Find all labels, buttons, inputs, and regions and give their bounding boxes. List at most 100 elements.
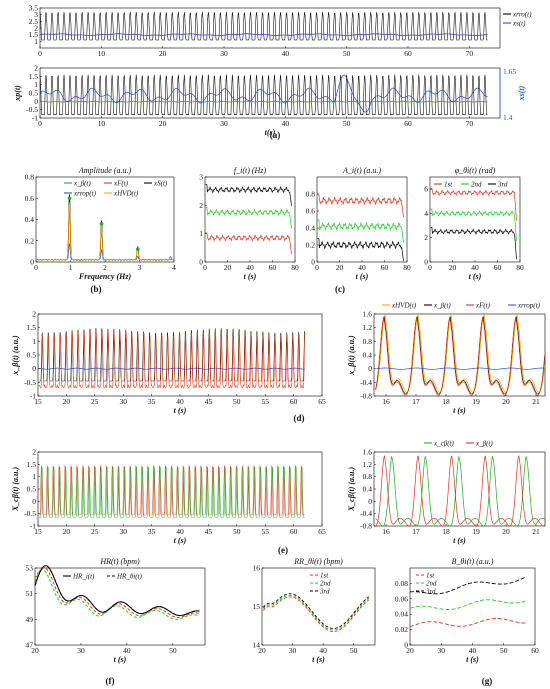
series-1 [35, 198, 175, 261]
x-tick-label: 30 [220, 119, 228, 128]
y-tick-label: -0.5 [26, 105, 38, 114]
x-tick-label: 0 [34, 263, 38, 272]
x-axis-label: t (s) [244, 272, 257, 281]
x-tick-label: 60 [269, 263, 277, 272]
y-tick-label: 0.4 [25, 215, 35, 224]
chart-e1: 15 20 25 30 35 40 45 50 55 60 65 -1 -0.5 0 0.5 1 1.5 2 t (… [11, 448, 326, 546]
y-tick-label: 0 [424, 258, 428, 267]
y-tick-label: 49 [26, 615, 34, 624]
x-axis-label: t (s) [312, 655, 325, 664]
x-axis-label: t (s) [466, 655, 479, 664]
y-axis-label: X_cβ(t) (a.u.) [11, 467, 20, 513]
plot-frame [34, 567, 206, 646]
x-tick-label: 40 [282, 49, 290, 58]
x-tick-label: 30 [119, 397, 127, 406]
y-tick-label: 0.4 [363, 485, 373, 494]
x-tick-label: 1 [69, 263, 73, 272]
plot-frame [429, 176, 521, 263]
right-tick-label: 1.4 [503, 113, 513, 122]
legend-f-1: HR_θi(t) [116, 573, 142, 581]
y-tick-label: 1.5 [27, 323, 37, 332]
y-tick-label: 3 [199, 173, 203, 182]
x-tick-label: 2 [103, 263, 107, 272]
y-tick-label: 0 [32, 497, 36, 506]
x-tick-label: 80 [291, 263, 299, 272]
chart-g1: 20 30 40 50 14 15 16 RR_θi(t) (bpm) t (s) 1st2nd3… [253, 557, 376, 664]
legend-e2-0: x_cβ(t) [433, 440, 454, 448]
y-axis-label: X_cβ(t) (a.u.) [347, 467, 356, 513]
legend-g1-2: 3rd [319, 588, 330, 596]
series-xrrop [38, 367, 305, 370]
y-axis-label: x_β(t) (a.u.) [347, 335, 356, 376]
x-tick-label: 25 [91, 397, 99, 406]
series-3rd [205, 184, 292, 206]
plot-frame [316, 176, 408, 263]
x-tick-label: 20 [31, 646, 39, 655]
chart-title: A_i(t) (a.u.) [342, 166, 381, 175]
series-b-2 [409, 576, 526, 595]
x-tick-label: 50 [233, 397, 241, 406]
chart-title: RR_θi(t) (bpm) [293, 557, 343, 566]
chart-a2: 0 10 20 30 40 50 60 70-1-0.500.511.52t(s)xp(t)1… [13, 64, 526, 138]
x-tick-label: 0 [428, 263, 432, 272]
x-tick-label: 19 [472, 397, 480, 406]
x-axis-label: t(s) [265, 128, 276, 137]
x-tick-label: 55 [261, 397, 269, 406]
x-tick-label: 20 [406, 646, 414, 655]
y-tick-label: 1 [34, 80, 38, 89]
legend-d2-2: xF(t) [475, 302, 491, 310]
chart-a1: 0 10 20 30 40 50 60 70 11.522.533.5 xrro(t)xs(t) [29, 4, 532, 59]
x-tick-label: 21 [532, 527, 540, 536]
x-tick-label: 15 [34, 527, 42, 536]
x-tick-label: 20 [258, 646, 266, 655]
y-tick-label: 0.5 [27, 351, 37, 360]
y-tick-label: -0.4 [360, 509, 372, 518]
x-tick-label: 60 [531, 646, 539, 655]
y-tick-label: 0 [404, 641, 408, 650]
x-tick-label: 65 [318, 527, 326, 536]
y-tick-label: 0.6 [306, 207, 316, 216]
plot-frame [261, 567, 376, 646]
legend-g1-0: 1st [320, 572, 329, 580]
series-xf [375, 317, 545, 396]
series-rr-2 [263, 593, 370, 629]
y-tick-label: -1 [30, 522, 36, 531]
y-tick-label: 0.4 [363, 351, 373, 360]
x-tick-label: 17 [412, 527, 420, 536]
y-tick-label: 15 [253, 602, 261, 611]
x-tick-label: 60 [290, 527, 298, 536]
panel-label-e: (e) [278, 545, 288, 555]
y-tick-label: 0.8 [363, 337, 373, 346]
x-tick-label: 40 [176, 397, 184, 406]
x-axis-label: t (s) [453, 536, 466, 545]
x-tick-label: 16 [382, 397, 390, 406]
panel-label-a: (a) [270, 130, 281, 140]
series-1st [205, 232, 292, 255]
x-tick-label: 3 [138, 263, 142, 272]
y-tick-label: -0.5 [24, 509, 36, 518]
x-tick-label: 80 [516, 263, 524, 272]
chart-title: B_θi(t) (a.u.) [452, 557, 494, 566]
y-tick-label: -1 [32, 114, 38, 123]
series-xhvd [375, 313, 546, 393]
y-axis-label: xp(t) [13, 85, 22, 102]
y-tick-label: 2.5 [29, 17, 39, 26]
legend-c3-1: 2nd [471, 181, 482, 189]
series-xbeta [39, 328, 306, 382]
x-tick-label: 40 [469, 646, 477, 655]
x-tick-label: 25 [91, 527, 99, 536]
chart-c2: 0 20 40 60 80 0 0.2 0.4 0.6 0.8 A_i(t) (a.u.) t (s) [306, 166, 411, 281]
x-tick-label: 16 [382, 527, 390, 536]
plot-frame [373, 451, 546, 527]
series-2nd [205, 206, 292, 229]
y-tick-label: 1.5 [29, 30, 39, 39]
y-tick-label: -1 [30, 392, 36, 401]
chart-b: 0 1 2 3 4 0 0.2 0.4 0.6 0.8 Amplitude (a.u.) Freque… [25, 166, 177, 281]
series-xf [38, 329, 306, 389]
x-tick-label: 10 [98, 119, 106, 128]
series-hr-1 [34, 567, 200, 618]
legend-xrro: xrro(t) [512, 11, 532, 19]
y-tick-label: 0.2 [306, 241, 316, 250]
legend-c3-0: 1st [444, 181, 453, 189]
y-tick-label: 0.2 [25, 236, 35, 245]
